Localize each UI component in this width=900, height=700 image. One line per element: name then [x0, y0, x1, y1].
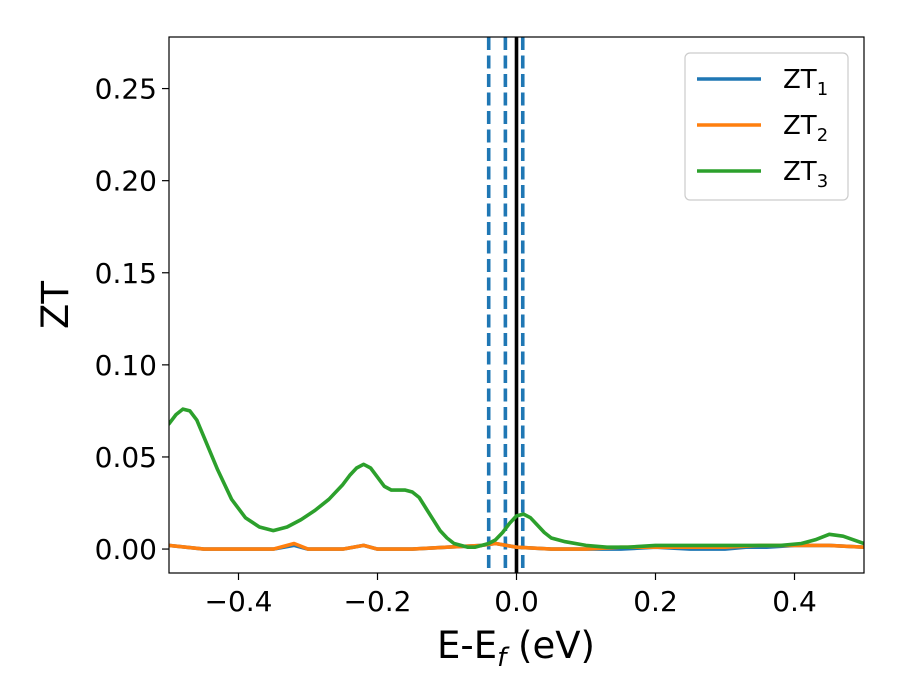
- x-tick-label: −0.2: [344, 585, 412, 618]
- y-tick-label: 0.05: [95, 441, 157, 474]
- x-axis-label-main: E-E: [437, 624, 497, 667]
- fermi-level-lines: [486, 37, 525, 573]
- y-tick-label: 0.25: [95, 73, 157, 106]
- legend-box: [684, 52, 849, 201]
- y-axis-label: ZT: [34, 281, 77, 329]
- legend-label-zt2: ZT2: [783, 111, 828, 146]
- y-axis-ticks: 0.00 0.05 0.10 0.15 0.20 0.25: [95, 73, 169, 566]
- y-tick-label: 0.00: [95, 533, 157, 566]
- x-tick-label: 0.4: [772, 585, 817, 618]
- x-tick-label: 0.0: [494, 585, 539, 618]
- series-line-zt3: [169, 407, 864, 549]
- x-axis-label-unit: (eV): [506, 624, 595, 667]
- zt-series-lines: [169, 407, 864, 551]
- legend-label-zt3: ZT3: [783, 157, 828, 192]
- y-tick-label: 0.15: [95, 257, 157, 290]
- x-tick-label: 0.2: [633, 585, 678, 618]
- y-tick-label: 0.10: [95, 349, 157, 382]
- y-tick-label: 0.20: [95, 165, 157, 198]
- legend-label-zt1: ZT1: [783, 65, 828, 100]
- legend: ZT1 ZT2 ZT3: [684, 52, 849, 201]
- x-axis-ticks: −0.4 −0.2 0.0 0.2 0.4: [205, 573, 817, 618]
- x-axis-label: E-Ef (eV): [437, 624, 595, 673]
- x-tick-label: −0.4: [205, 585, 273, 618]
